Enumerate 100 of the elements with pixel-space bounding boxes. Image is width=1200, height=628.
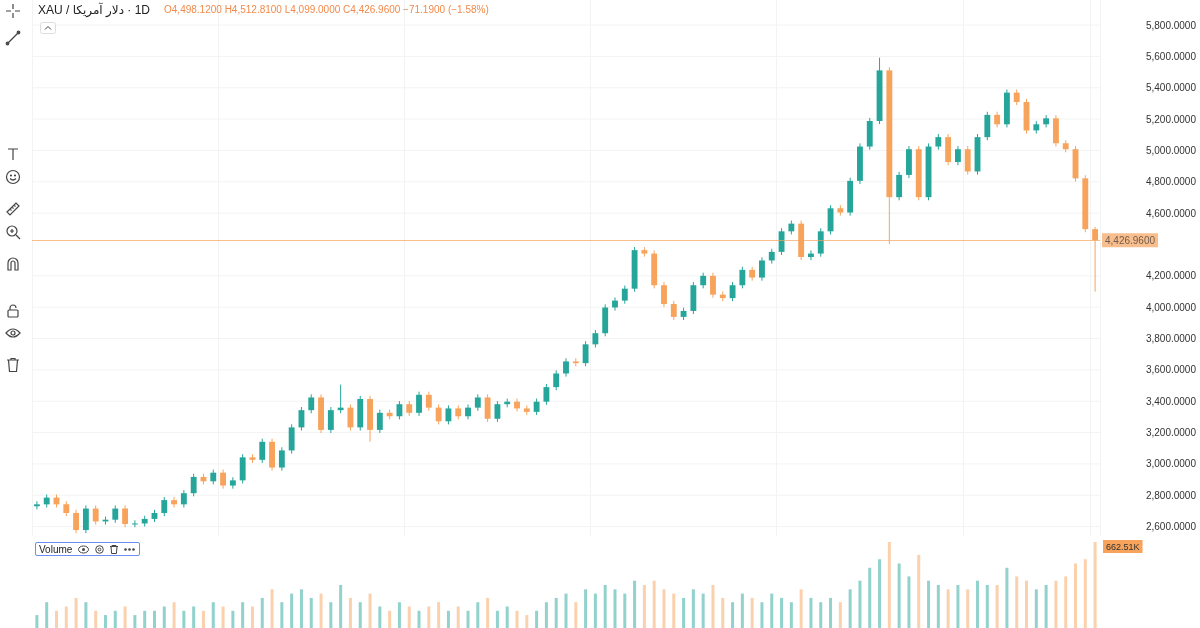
bar xyxy=(388,610,392,628)
chart-title: Volume xyxy=(39,543,73,555)
bar xyxy=(1005,567,1009,628)
bar xyxy=(74,597,78,628)
bar xyxy=(456,606,460,628)
bar xyxy=(397,602,401,628)
bar xyxy=(260,597,264,628)
bar xyxy=(339,585,343,628)
bar xyxy=(113,610,117,628)
bar xyxy=(672,593,676,628)
bar xyxy=(652,580,656,628)
bar xyxy=(250,606,254,628)
bar xyxy=(427,606,431,628)
bar xyxy=(740,593,744,628)
bar xyxy=(280,602,284,628)
bar xyxy=(231,610,235,628)
bar xyxy=(633,580,637,628)
candlestick xyxy=(73,509,80,534)
bar xyxy=(878,559,882,628)
y-tick-label: 5,200.0000 xyxy=(1145,113,1197,125)
candlestick xyxy=(131,519,138,528)
bar xyxy=(299,589,303,628)
bar xyxy=(152,610,156,628)
y-tick-label: 2,800.0000 xyxy=(1145,489,1197,501)
y-tick-label: 2,600.0000 xyxy=(1145,521,1197,533)
legend-box: Volume xyxy=(35,542,140,556)
bar xyxy=(1044,585,1048,628)
bar xyxy=(1083,559,1087,628)
y-tick-label: 3,600.0000 xyxy=(1145,364,1197,376)
bar xyxy=(505,606,509,628)
candlestick xyxy=(661,281,667,308)
y-tick-label: 3,200.0000 xyxy=(1145,427,1197,439)
y-tick-label: 4,200.0000 xyxy=(1145,270,1197,282)
bar xyxy=(476,602,480,628)
bar xyxy=(446,610,450,628)
y-tick-label: 5,600.0000 xyxy=(1145,50,1197,62)
bar xyxy=(809,597,813,628)
candlestick xyxy=(239,453,246,484)
bar xyxy=(760,602,764,628)
bar xyxy=(1054,580,1058,628)
y-tick-label: 4,800.0000 xyxy=(1145,176,1197,188)
bar xyxy=(623,593,627,628)
bar xyxy=(437,602,441,628)
bar xyxy=(1093,542,1097,628)
bar xyxy=(554,597,558,628)
bar xyxy=(721,597,725,628)
candlestick xyxy=(278,446,285,472)
bar xyxy=(378,606,382,628)
candlestick xyxy=(621,285,628,305)
bar xyxy=(192,606,196,628)
candlestick xyxy=(416,391,422,417)
bar xyxy=(819,602,823,628)
candlestick xyxy=(33,500,40,510)
candlestick xyxy=(984,111,991,141)
bar xyxy=(858,580,862,628)
bar xyxy=(495,610,499,628)
bar xyxy=(907,576,911,628)
bar xyxy=(574,602,578,628)
bar xyxy=(584,589,588,628)
bar xyxy=(956,585,960,628)
candlestick xyxy=(808,249,814,261)
bar xyxy=(221,606,225,628)
candlestick xyxy=(92,504,99,526)
bar xyxy=(407,606,411,628)
bar xyxy=(515,610,519,628)
bar xyxy=(976,580,980,628)
candlestick xyxy=(710,272,716,299)
bar xyxy=(613,589,617,628)
candlestick xyxy=(514,398,520,413)
candlestick xyxy=(670,300,677,321)
bar xyxy=(995,585,999,628)
bar xyxy=(897,563,901,628)
bar xyxy=(593,593,597,628)
bar xyxy=(103,615,107,628)
y-tick-label: 4,600.0000 xyxy=(1145,207,1197,219)
bar xyxy=(936,585,940,628)
candlestick xyxy=(729,281,736,302)
bar xyxy=(838,602,842,628)
bar xyxy=(770,593,774,628)
candlestick xyxy=(122,504,129,528)
chart-subtitle: O4,498.1200 H4,512.8100 L4,099.0000 C4,426.9600 −71.1900 (−1.58%) xyxy=(164,3,489,17)
y-tick-label: 5,400.0000 xyxy=(1145,82,1197,94)
bar xyxy=(1074,563,1077,628)
bar xyxy=(564,593,568,628)
bar xyxy=(319,593,323,628)
bar xyxy=(1034,589,1038,628)
bar xyxy=(368,593,372,628)
y-tick-label: 5,800.0000 xyxy=(1145,19,1197,31)
y-tick-label: 3,400.0000 xyxy=(1145,395,1197,407)
y-tick-label: 3,800.0000 xyxy=(1145,333,1197,345)
candlestick xyxy=(484,393,491,423)
candlestick xyxy=(896,171,903,201)
candlestick xyxy=(327,406,334,434)
y-tick-label: 4,000.0000 xyxy=(1145,301,1197,313)
candlestick xyxy=(288,423,295,455)
bar xyxy=(1015,576,1019,628)
bar xyxy=(544,602,548,628)
bar xyxy=(682,597,686,628)
candlestick xyxy=(396,400,403,420)
bar xyxy=(662,589,666,628)
